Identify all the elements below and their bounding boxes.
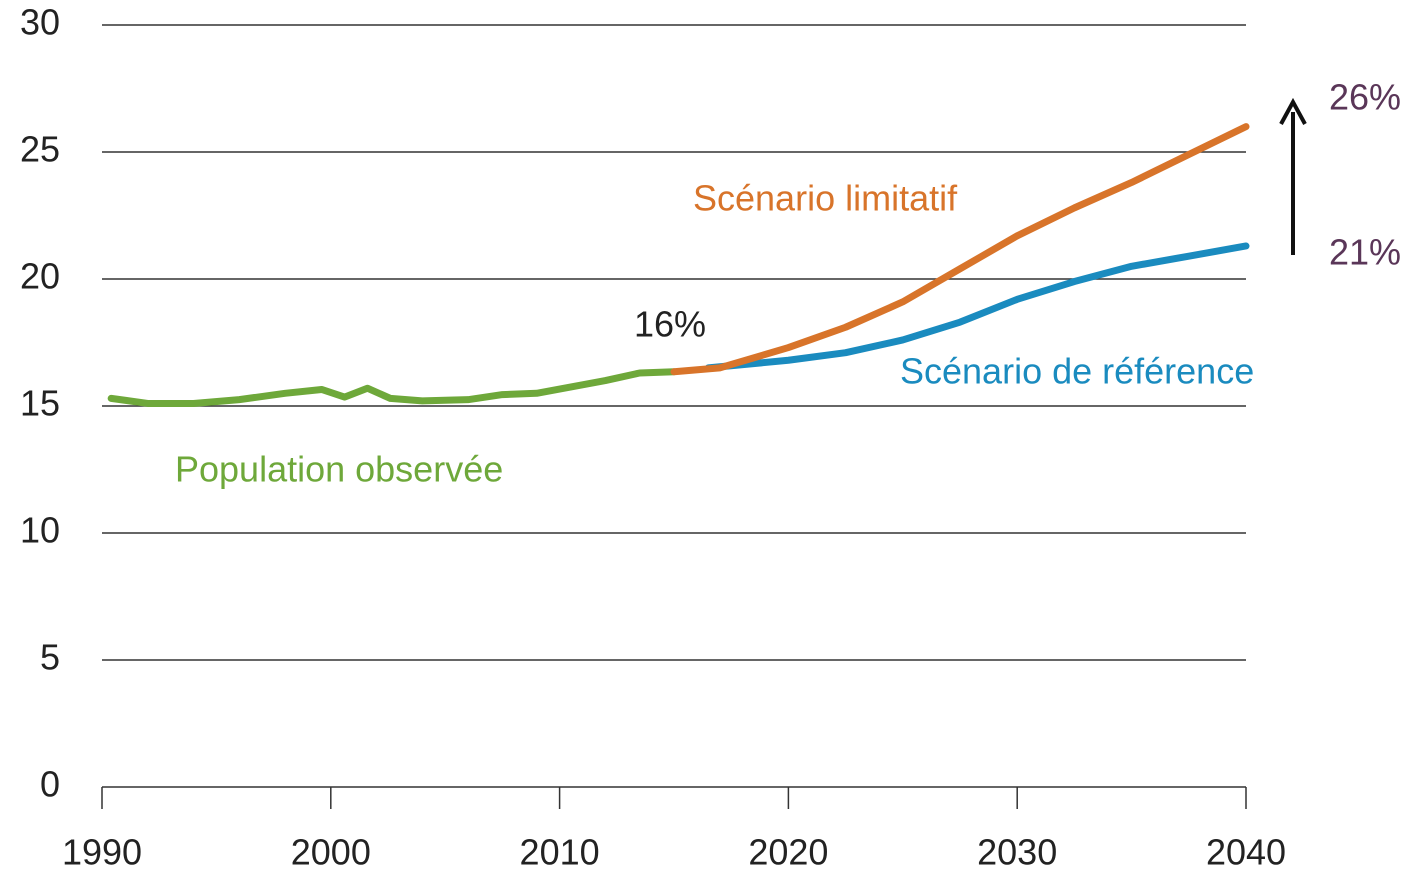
y-tick-label: 0 xyxy=(40,764,60,805)
annotation: 16% xyxy=(634,304,706,345)
x-tick-label: 2040 xyxy=(1206,832,1286,873)
arrow-head xyxy=(1279,97,1307,125)
x-tick-label: 1990 xyxy=(62,832,142,873)
x-tick-label: 2030 xyxy=(977,832,1057,873)
x-tick-label: 2000 xyxy=(291,832,371,873)
series-label: Scénario de référence xyxy=(900,351,1254,392)
line-series xyxy=(670,123,1250,376)
series-label: Scénario limitatif xyxy=(693,178,958,219)
line-series xyxy=(704,242,1250,372)
y-tick-label: 5 xyxy=(40,637,60,678)
y-tick-label: 15 xyxy=(20,383,60,424)
y-tick-label: 20 xyxy=(20,256,60,297)
series-label: Population observée xyxy=(175,449,503,490)
annotation: 21% xyxy=(1329,232,1401,273)
x-tick-label: 2010 xyxy=(520,832,600,873)
line-series xyxy=(107,368,678,407)
y-tick-label: 10 xyxy=(20,510,60,551)
x-tick-label: 2020 xyxy=(748,832,828,873)
y-tick-label: 25 xyxy=(20,129,60,170)
annotation: 26% xyxy=(1329,77,1401,118)
y-tick-label: 30 xyxy=(20,2,60,43)
